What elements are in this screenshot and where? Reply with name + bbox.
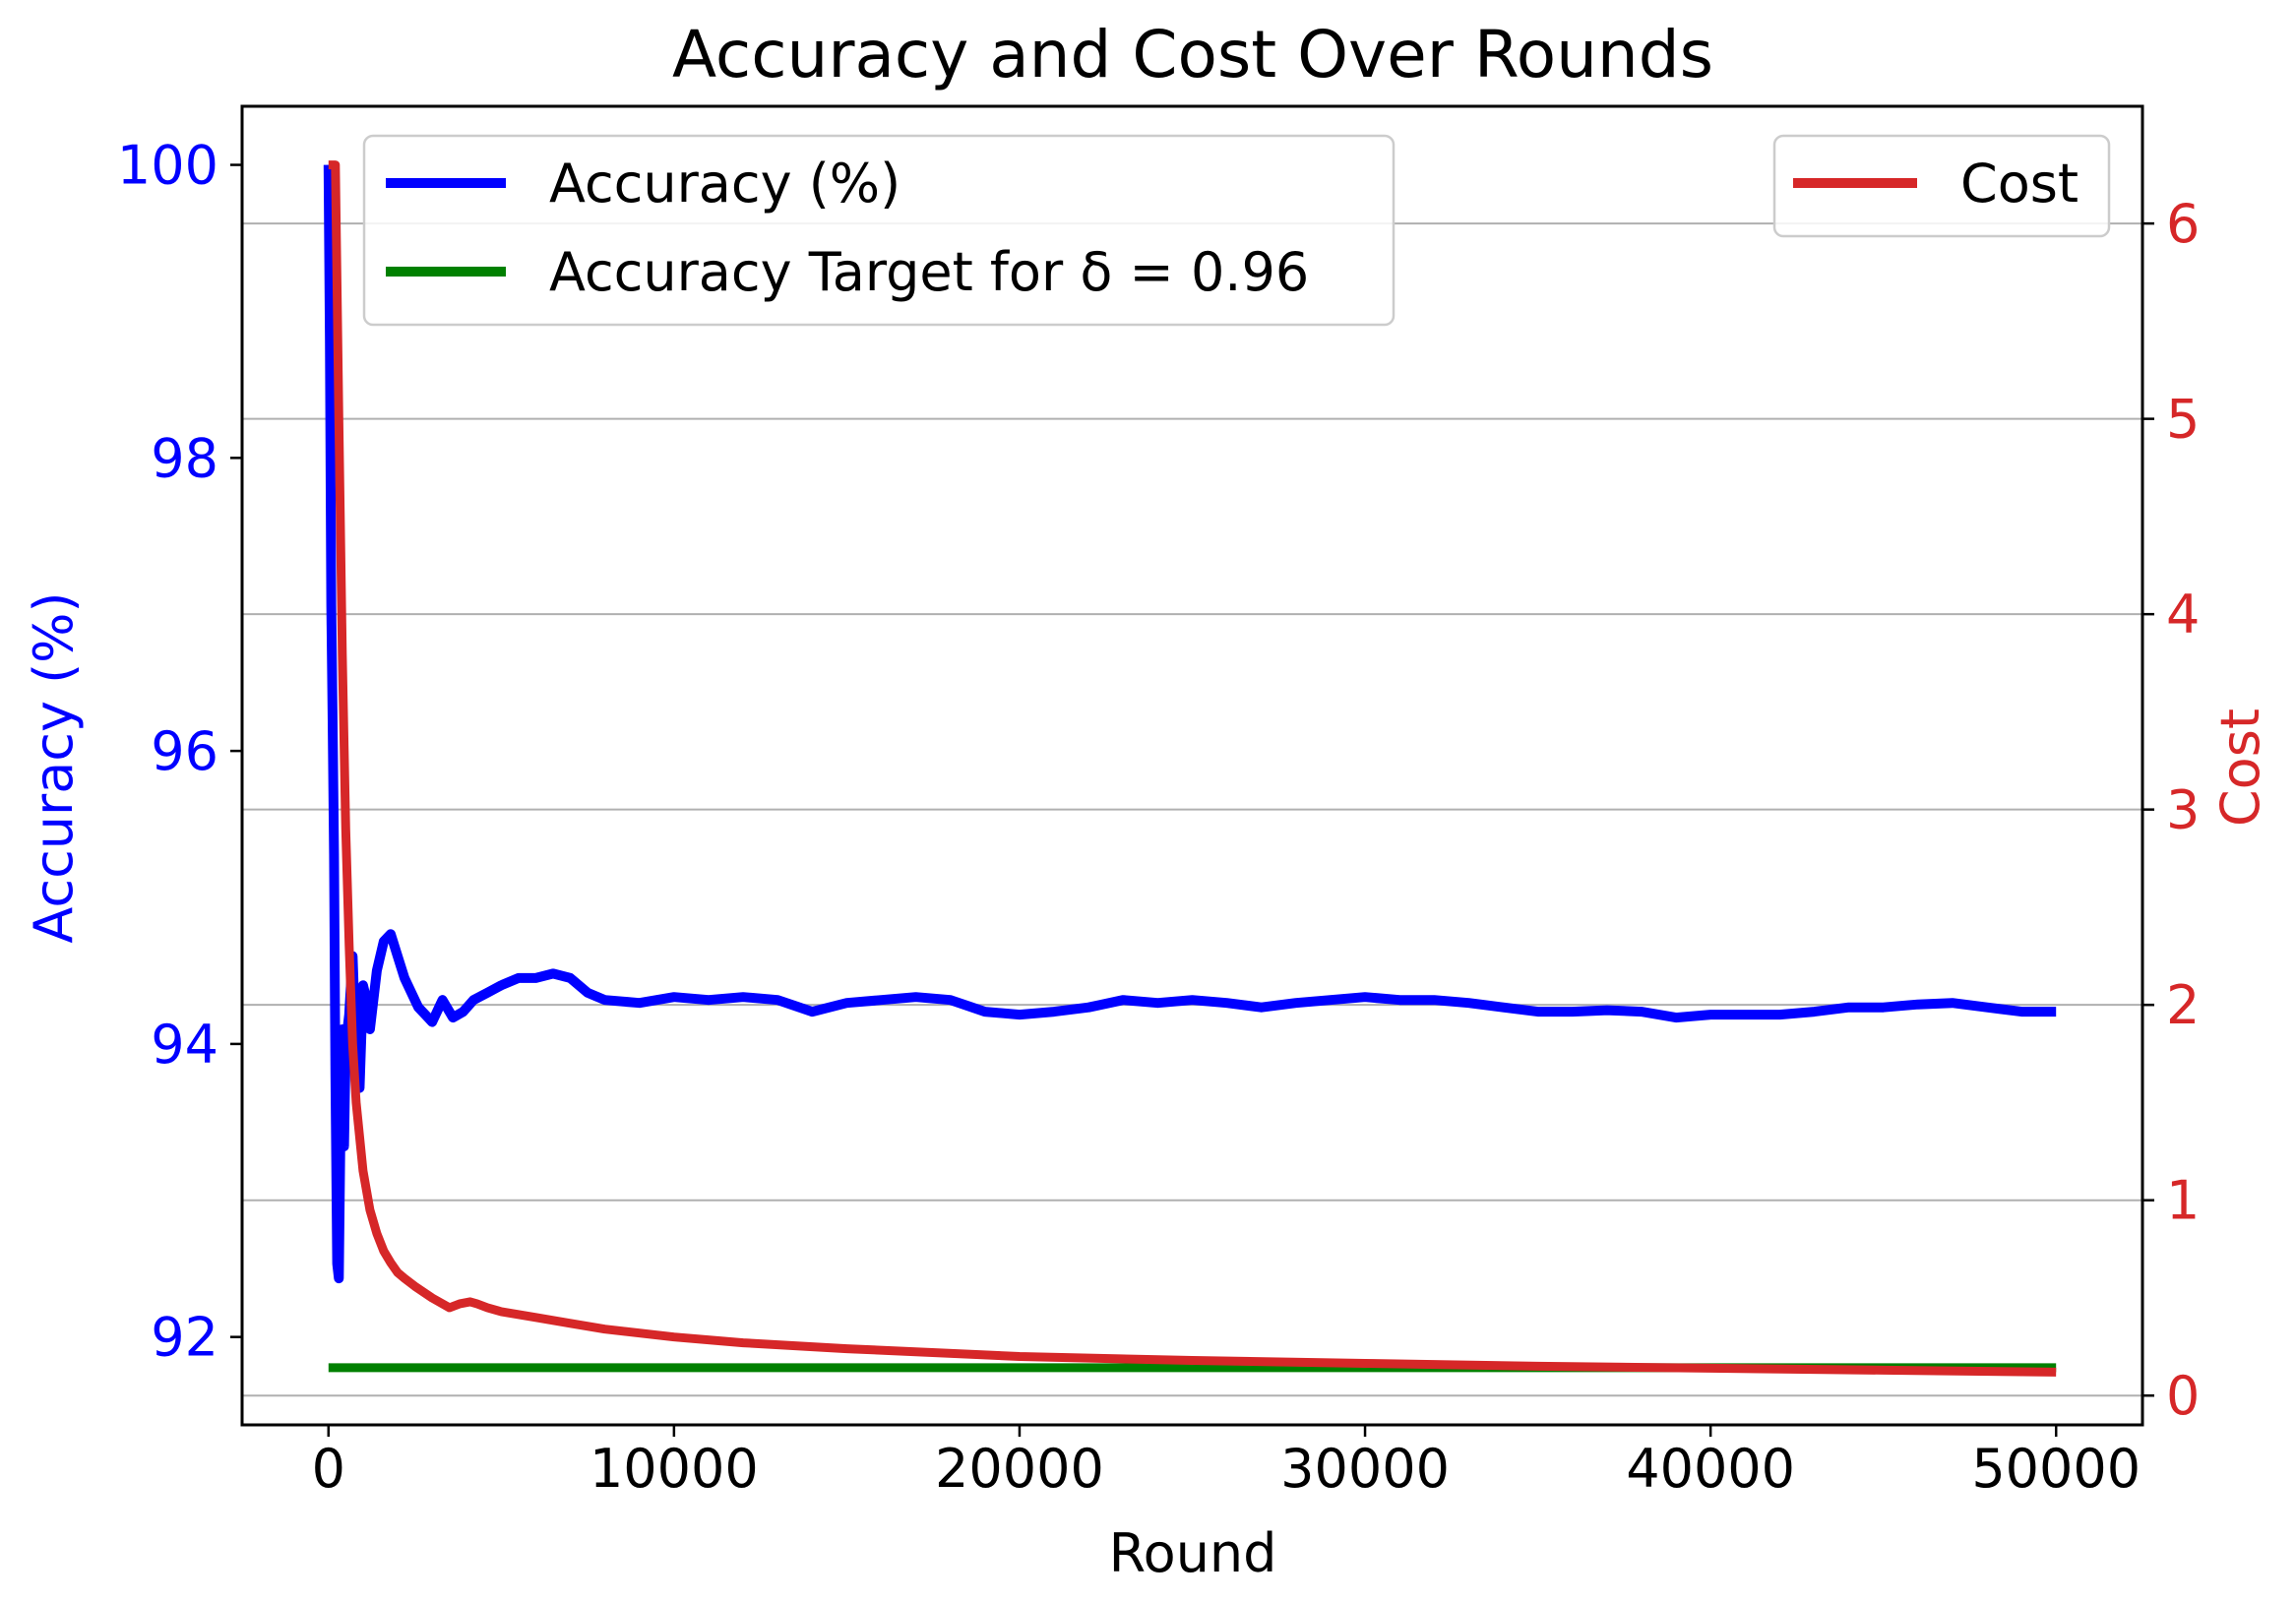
plot-frame bbox=[240, 104, 2144, 1427]
plot-lines bbox=[323, 160, 2057, 1377]
legend-right-box bbox=[1772, 134, 2111, 238]
x-tick-label: 50000 bbox=[1971, 1438, 2141, 1500]
y-left-tick-label: 96 bbox=[151, 720, 218, 782]
y-right-tick-label: 0 bbox=[2166, 1365, 2200, 1427]
y-right-tick-label: 4 bbox=[2166, 584, 2200, 646]
x-axis-label: Round bbox=[1109, 1522, 1277, 1584]
x-axis: 0 10000 20000 30000 40000 50000 bbox=[312, 1425, 2141, 1500]
y-left-axis: 92 94 96 98 100 bbox=[117, 135, 242, 1369]
legend-accuracy-label: Accuracy (%) bbox=[549, 153, 900, 215]
legend-left: Accuracy (%) Accuracy Target for δ = 0.9… bbox=[362, 134, 1396, 327]
legend-target-label: Accuracy Target for δ = 0.96 bbox=[549, 241, 1309, 303]
y-left-tick-label: 98 bbox=[151, 427, 218, 489]
y-left-tick-label: 92 bbox=[151, 1307, 218, 1369]
y-right-axis-label: Cost bbox=[2209, 709, 2271, 827]
y-left-tick-label: 94 bbox=[151, 1014, 218, 1076]
x-tick-label: 20000 bbox=[935, 1438, 1104, 1500]
x-tick-label: 40000 bbox=[1626, 1438, 1795, 1500]
chart-title: Accuracy and Cost Over Rounds bbox=[672, 17, 1713, 92]
legend-cost-label: Cost bbox=[1960, 153, 2079, 215]
y-right-tick-label: 3 bbox=[2166, 779, 2200, 841]
y-left-axis-label: Accuracy (%) bbox=[23, 591, 85, 943]
y-right-axis: 0 1 2 3 4 5 6 bbox=[2142, 193, 2200, 1427]
y-right-tick-label: 2 bbox=[2166, 974, 2200, 1036]
y-left-tick-label: 100 bbox=[117, 135, 218, 197]
y-right-tick-label: 1 bbox=[2166, 1170, 2200, 1232]
y-right-tick-label: 6 bbox=[2166, 193, 2200, 255]
cost-line bbox=[328, 160, 2057, 1377]
x-tick-label: 0 bbox=[312, 1438, 345, 1500]
y-right-tick-label: 5 bbox=[2166, 389, 2200, 451]
legend-left-box bbox=[362, 134, 1396, 327]
x-tick-label: 30000 bbox=[1280, 1438, 1450, 1500]
legend-right: Cost bbox=[1772, 134, 2111, 238]
x-tick-label: 10000 bbox=[590, 1438, 759, 1500]
